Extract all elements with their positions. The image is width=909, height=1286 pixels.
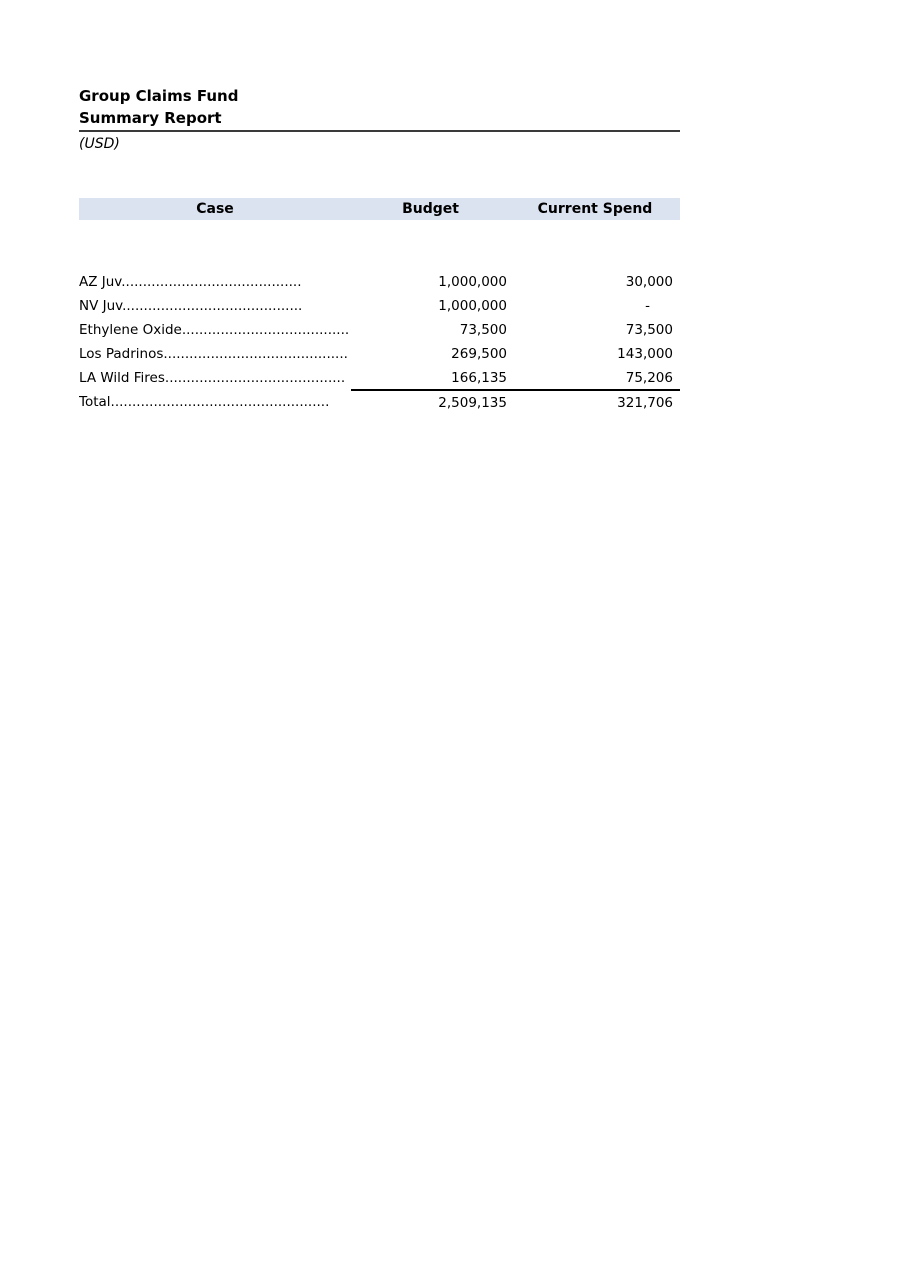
column-header-budget: Budget <box>351 198 510 220</box>
budget-cell: 1,000,000 <box>438 274 507 290</box>
table-header-row: Case Budget Current Spend <box>79 198 680 220</box>
case-cell: LA Wild Fires...........................… <box>79 370 346 386</box>
budget-cell: 73,500 <box>459 322 507 338</box>
table-row: Los Padrinos............................… <box>79 342 680 366</box>
report-document: Group Claims Fund Summary Report (USD) C… <box>79 85 680 414</box>
table-row: Ethylene Oxide..........................… <box>79 318 680 342</box>
case-cell: NV Juv..................................… <box>79 298 303 314</box>
budget-cell: 1,000,000 <box>438 298 507 314</box>
report-title-line-1: Group Claims Fund <box>79 87 239 105</box>
column-header-case: Case <box>79 198 351 220</box>
table-total-row: Total...................................… <box>79 389 680 414</box>
spacer-row <box>79 220 680 270</box>
column-header-current-spend: Current Spend <box>510 198 680 220</box>
report-title-block: Group Claims Fund Summary Report <box>79 85 680 132</box>
current-spend-cell: 73,500 <box>625 322 673 338</box>
current-spend-cell: 143,000 <box>617 346 673 362</box>
table-row: NV Juv..................................… <box>79 294 680 318</box>
case-cell: Ethylene Oxide..........................… <box>79 322 350 338</box>
case-cell: Los Padrinos............................… <box>79 346 348 362</box>
budget-cell: 269,500 <box>451 346 507 362</box>
current-spend-cell: 30,000 <box>625 274 673 290</box>
report-title-line-2: Summary Report <box>79 109 222 127</box>
currency-note: (USD) <box>79 136 120 152</box>
budget-cell: 166,135 <box>451 369 507 386</box>
total-budget-cell: 2,509,135 <box>351 389 510 414</box>
summary-table: Case Budget Current Spend AZ Juv........… <box>79 198 680 414</box>
spacer-cell <box>79 220 680 270</box>
total-label-cell: Total...................................… <box>79 394 330 410</box>
current-spend-cell: 75,206 <box>625 369 673 386</box>
table-row: AZ Juv..................................… <box>79 270 680 294</box>
table-row: LA Wild Fires...........................… <box>79 366 680 390</box>
current-spend-cell: - <box>645 298 650 314</box>
case-cell: AZ Juv..................................… <box>79 274 302 290</box>
total-current-spend-cell: 321,706 <box>510 389 680 414</box>
